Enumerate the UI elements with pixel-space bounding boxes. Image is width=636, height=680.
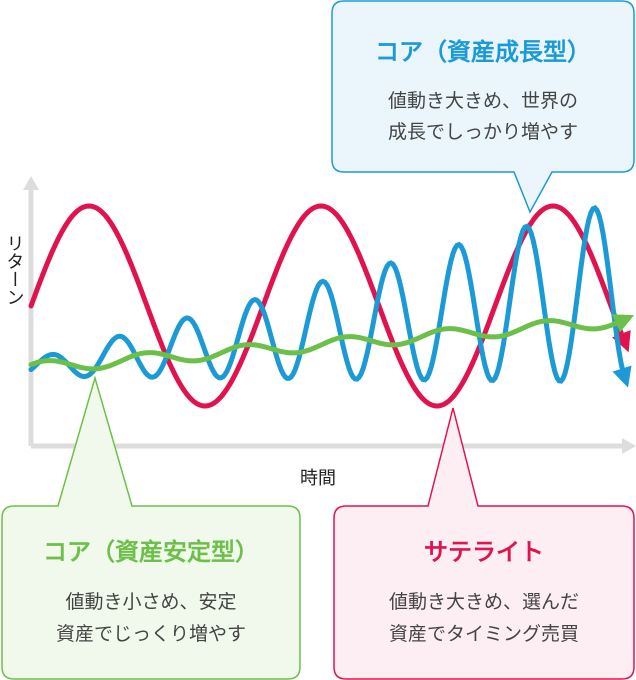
callout-core-stable-line1: 値動き小さめ、安定 bbox=[65, 591, 236, 613]
satellite-curve bbox=[28, 203, 631, 409]
x-axis-arrowhead bbox=[622, 438, 636, 454]
callout-core-growth: コア（資産成長型） 値動き大きめ、世界の 成長でしっかり増やす bbox=[331, 0, 635, 214]
core-stable-curve bbox=[28, 314, 635, 372]
callout-core-growth-line1: 値動き大きめ、世界の bbox=[388, 90, 578, 112]
core-growth-curve bbox=[28, 205, 632, 388]
callout-satellite-box bbox=[333, 407, 635, 680]
callout-satellite: サテライト 値動き大きめ、選んだ 資産でタイミング売買 bbox=[333, 407, 635, 680]
callout-core-stable-box bbox=[1, 375, 301, 680]
callout-core-stable: コア（資産安定型） 値動き小さめ、安定 資産でじっくり増やす bbox=[1, 375, 301, 680]
axes bbox=[23, 176, 636, 454]
callout-satellite-title: サテライト bbox=[424, 538, 544, 566]
callout-core-growth-box bbox=[331, 0, 635, 214]
y-axis-label: リターン bbox=[4, 234, 25, 306]
callout-satellite-line2: 資産でタイミング売買 bbox=[389, 623, 579, 645]
callout-core-stable-title: コア（資産安定型） bbox=[43, 538, 259, 566]
callout-satellite-line1: 値動き大きめ、選んだ bbox=[389, 591, 579, 613]
callout-core-growth-title: コア（資産成長型） bbox=[375, 38, 591, 66]
x-axis-label: 時間 bbox=[300, 468, 336, 489]
callout-core-stable-line2: 資産でじっくり増やす bbox=[56, 623, 246, 645]
callout-core-growth-line2: 成長でしっかり増やす bbox=[388, 121, 578, 143]
y-axis-arrowhead bbox=[23, 176, 39, 190]
